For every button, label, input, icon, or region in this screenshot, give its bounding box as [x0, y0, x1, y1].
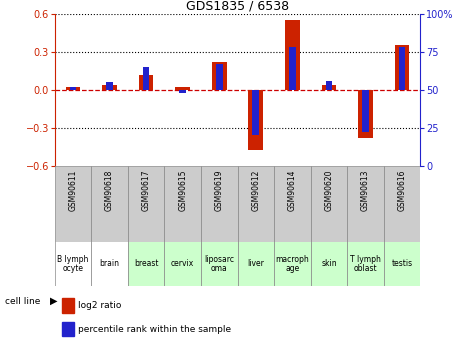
Bar	[175, 87, 190, 90]
Text: ▶: ▶	[50, 296, 57, 306]
Bar	[62, 322, 74, 336]
Bar	[274, 241, 311, 286]
Bar	[201, 241, 238, 286]
Bar	[91, 166, 128, 242]
Text: liposarc
oma: liposarc oma	[204, 255, 234, 273]
Bar	[238, 241, 274, 286]
Bar	[164, 241, 201, 286]
Title: GDS1835 / 6538: GDS1835 / 6538	[186, 0, 289, 13]
Bar	[128, 166, 164, 242]
Bar	[216, 64, 222, 90]
Bar	[311, 166, 347, 242]
Bar	[274, 166, 311, 242]
Bar	[143, 67, 149, 90]
Text: breast: breast	[134, 259, 158, 268]
Bar	[362, 90, 369, 132]
Text: GSM90611: GSM90611	[68, 169, 77, 211]
Bar	[347, 241, 384, 286]
Text: GSM90615: GSM90615	[178, 169, 187, 211]
Text: cervix: cervix	[171, 259, 194, 268]
Bar	[238, 166, 274, 242]
Bar	[322, 85, 336, 90]
Bar	[180, 90, 186, 93]
Bar	[326, 81, 332, 90]
Text: GSM90614: GSM90614	[288, 169, 297, 211]
Text: testis: testis	[391, 259, 413, 268]
Bar	[70, 87, 76, 90]
Text: liver: liver	[247, 259, 264, 268]
Text: GSM90618: GSM90618	[105, 169, 114, 211]
Bar	[55, 166, 91, 242]
Bar	[384, 241, 420, 286]
Bar	[201, 166, 238, 242]
Text: brain: brain	[99, 259, 120, 268]
Text: GSM90619: GSM90619	[215, 169, 224, 211]
Text: cell line: cell line	[5, 296, 40, 306]
Bar	[358, 90, 373, 138]
Bar	[347, 166, 384, 242]
Text: GSM90613: GSM90613	[361, 169, 370, 211]
Bar	[106, 82, 113, 90]
Bar	[384, 166, 420, 242]
Bar	[66, 87, 80, 90]
Bar	[285, 20, 300, 90]
Bar	[102, 85, 117, 90]
Bar	[253, 90, 259, 135]
Text: log2 ratio: log2 ratio	[78, 301, 122, 310]
Bar	[91, 241, 128, 286]
Text: skin: skin	[321, 259, 337, 268]
Text: GSM90612: GSM90612	[251, 169, 260, 211]
Bar	[395, 46, 409, 90]
Bar	[62, 298, 74, 313]
Text: GSM90616: GSM90616	[398, 169, 407, 211]
Text: GSM90620: GSM90620	[324, 169, 333, 211]
Bar	[289, 47, 295, 90]
Text: macroph
age: macroph age	[276, 255, 309, 273]
Text: T lymph
oblast: T lymph oblast	[350, 255, 381, 273]
Text: GSM90617: GSM90617	[142, 169, 151, 211]
Bar	[164, 166, 201, 242]
Bar	[139, 75, 153, 90]
Bar	[128, 241, 164, 286]
Bar	[311, 241, 347, 286]
Bar	[399, 47, 405, 90]
Bar	[212, 62, 227, 90]
Text: B lymph
ocyte: B lymph ocyte	[57, 255, 89, 273]
Bar	[248, 90, 263, 150]
Text: percentile rank within the sample: percentile rank within the sample	[78, 325, 231, 334]
Bar	[55, 241, 91, 286]
